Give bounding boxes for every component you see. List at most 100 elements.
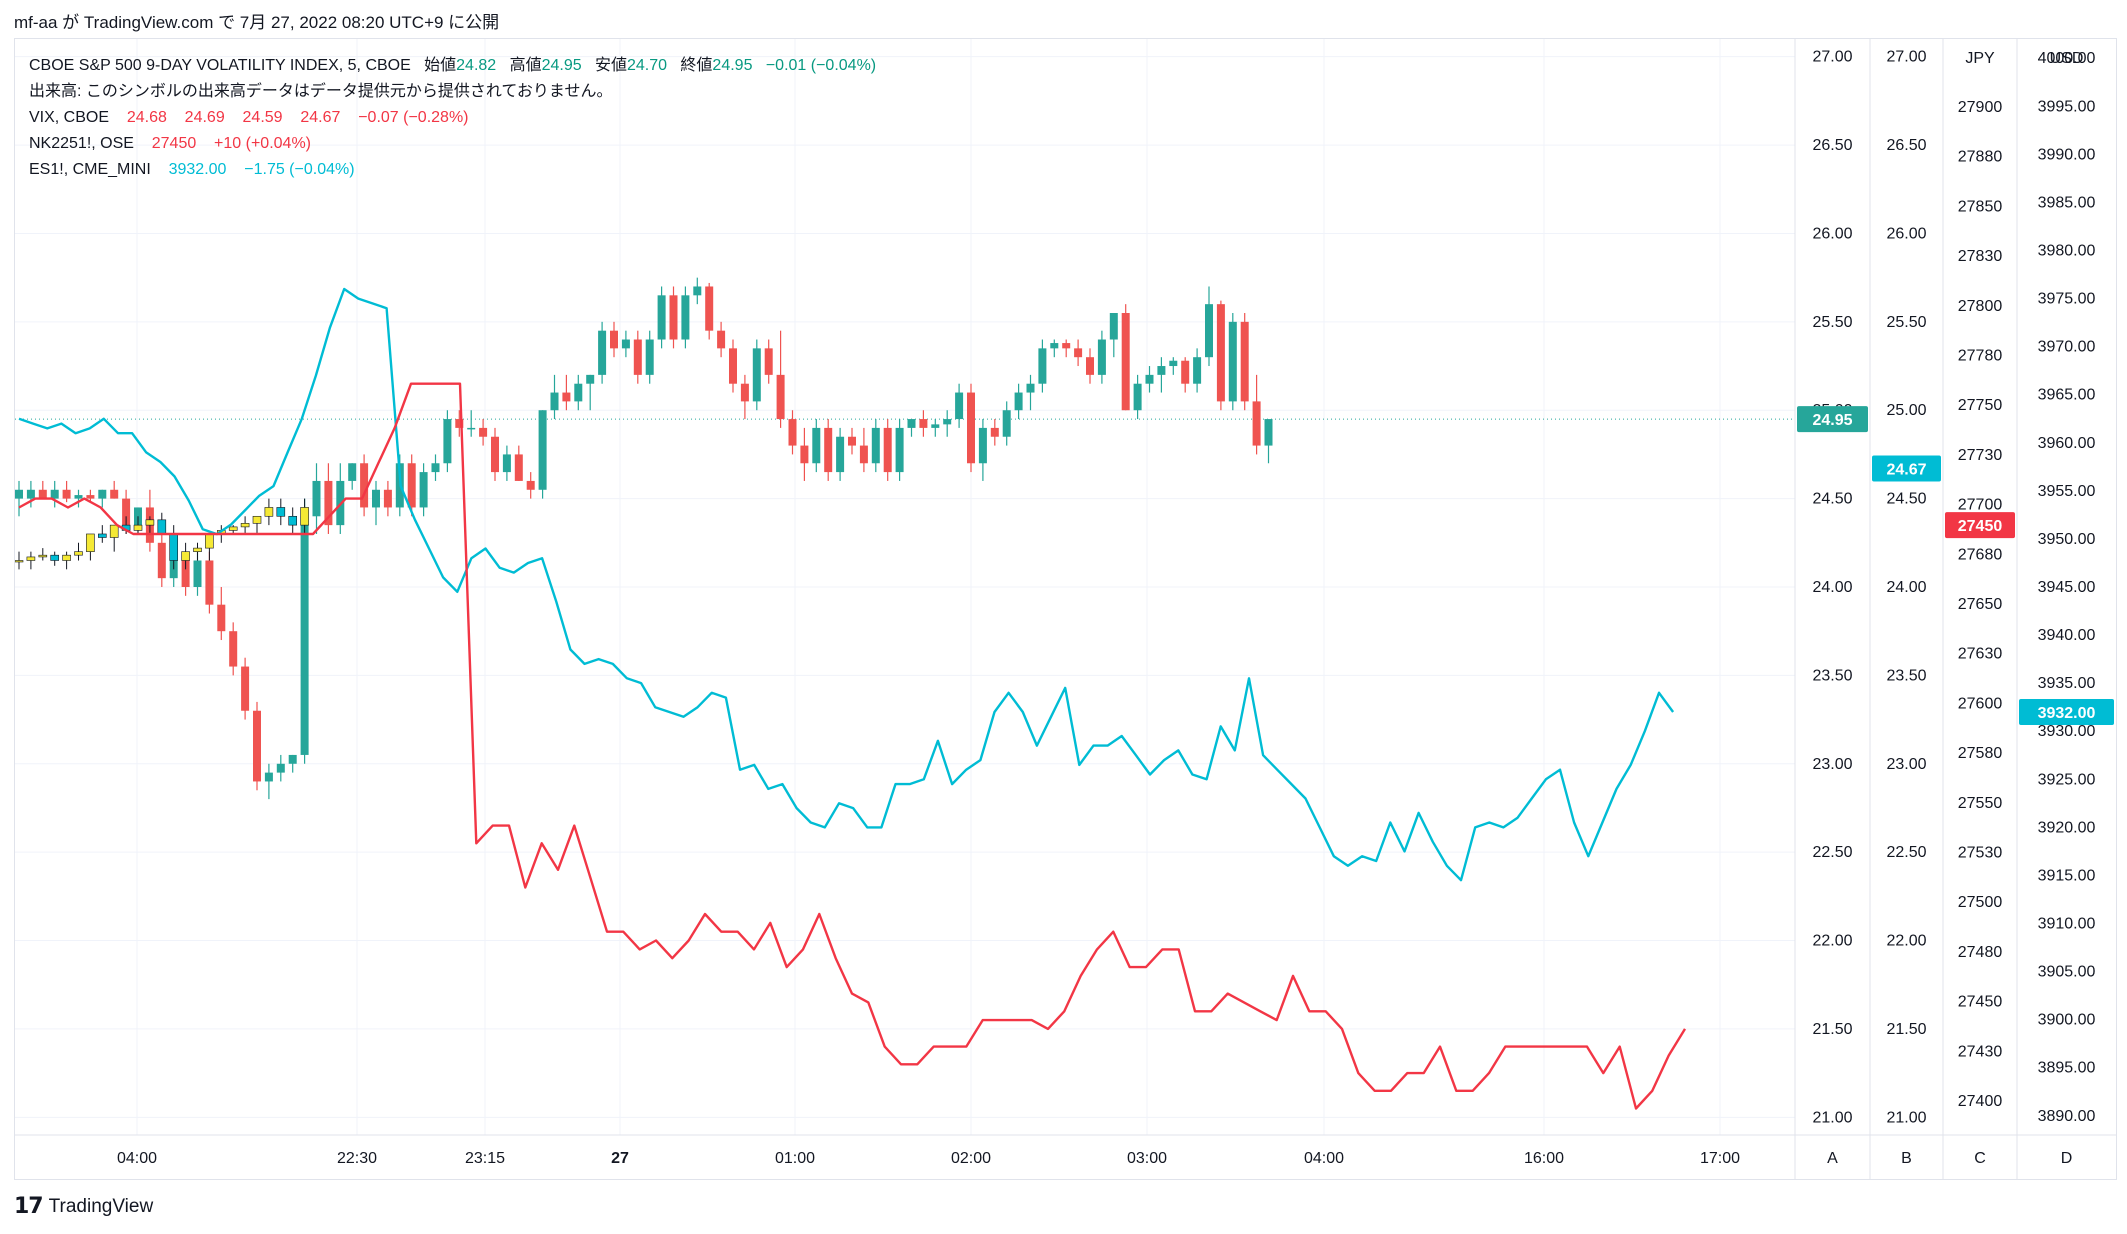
candle-body	[134, 507, 142, 526]
vix-candle-body	[74, 551, 83, 556]
candle-body	[514, 454, 523, 481]
candle-body	[300, 516, 309, 755]
axis-letter-label: A	[1827, 1150, 1838, 1167]
candle-body	[1133, 383, 1142, 411]
candle-body	[479, 427, 488, 437]
candle-body	[419, 472, 428, 508]
y-tick-label: 3945.00	[2038, 579, 2096, 596]
main-series-candles	[15, 277, 1273, 800]
price-tag-label: 24.95	[1812, 412, 1852, 429]
candle-body	[193, 560, 202, 587]
candle-body	[812, 427, 821, 464]
y-tick-label: 23.50	[1886, 667, 1926, 684]
vix-candle-body	[276, 507, 286, 517]
candle-body	[752, 348, 761, 402]
y-tick-label: 3965.00	[2038, 387, 2096, 404]
price-tag-a: 24.95	[1797, 406, 1868, 433]
y-tick-label: 24.00	[1812, 579, 1852, 596]
y-tick-label: 24.50	[1886, 491, 1926, 508]
y-tick-label: 25.50	[1812, 314, 1852, 331]
candle-body	[86, 495, 95, 499]
legend-low-value: 24.70	[627, 57, 668, 74]
vix-candle-body	[50, 554, 60, 561]
candle-body	[955, 392, 964, 420]
legend-nk-name: NK2251!, OSE	[29, 135, 134, 152]
candle-body	[15, 489, 23, 499]
legend-nk-row[interactable]: NK2251!, OSE 27450 +10 (+0.04%)	[29, 131, 876, 157]
candle-body	[562, 392, 571, 402]
candle-body	[598, 330, 607, 375]
y-tick-label: 26.50	[1886, 137, 1926, 154]
candle-body	[122, 498, 131, 526]
y-tick-label: 27500	[1958, 894, 2003, 911]
y-tick-label: 3935.00	[2038, 675, 2096, 692]
price-tag-label: 27450	[1958, 518, 2003, 535]
legend-vix-row[interactable]: VIX, CBOE 24.68 24.69 24.59 24.67 −0.07 …	[29, 105, 876, 131]
y-tick-label: 27850	[1958, 198, 2003, 215]
y-tick-label: 3915.00	[2038, 867, 2096, 884]
candle-body	[990, 427, 999, 437]
candle-body	[621, 339, 630, 349]
candle-body	[312, 480, 321, 517]
legend-es-row[interactable]: ES1!, CME_MINI 3932.00 −1.75 (−0.04%)	[29, 157, 876, 183]
legend-main-row[interactable]: CBOE S&P 500 9-DAY VOLATILITY INDEX, 5, …	[29, 53, 876, 79]
candle-body	[657, 295, 666, 340]
candle-body	[467, 427, 476, 430]
footer[interactable]: 17 TradingView	[14, 1194, 153, 1219]
candle-body	[74, 495, 83, 499]
y-tick-label: 27480	[1958, 944, 2003, 961]
legend: CBOE S&P 500 9-DAY VOLATILITY INDEX, 5, …	[29, 53, 876, 183]
candle-body	[276, 763, 285, 773]
vix-candle-body	[193, 547, 202, 552]
y-tick-label: 27830	[1958, 248, 2003, 265]
y-tick-label: 27730	[1958, 447, 2003, 464]
candle-body	[526, 480, 535, 490]
vix-candle-body	[157, 519, 167, 535]
candle-body	[181, 560, 190, 587]
nk-series-line	[18, 382, 1687, 1110]
candle-body	[217, 604, 226, 632]
vix-candle-body	[252, 515, 262, 524]
candle-body	[62, 489, 71, 499]
candle-body	[348, 463, 357, 481]
y-tick-label: 26.50	[1812, 137, 1852, 154]
legend-main-name: CBOE S&P 500 9-DAY VOLATILITY INDEX, 5, …	[29, 57, 411, 74]
y-tick-label: 27700	[1958, 497, 2003, 514]
candle-body	[943, 419, 952, 425]
vix-candle-body	[15, 560, 24, 563]
candle-body	[491, 436, 499, 473]
chart-svg[interactable]: 04:00 22:30 23:15 27 01:00 02:00 03:00 04:00 16:…	[15, 39, 2116, 1179]
x-tick-label: 22:30	[337, 1150, 377, 1167]
candle-body	[407, 463, 416, 508]
candle-body	[1074, 348, 1083, 358]
candle-body	[788, 419, 797, 446]
candle-body	[633, 339, 642, 375]
y-tick-label: 3925.00	[2038, 771, 2096, 788]
candle-body	[1121, 313, 1130, 411]
y-tick-label: 3995.00	[2038, 98, 2096, 115]
candle-body	[967, 392, 975, 464]
vix-candle-body	[62, 554, 71, 561]
candle-body	[324, 480, 333, 526]
candle-body	[1014, 392, 1023, 411]
candle-body	[1026, 383, 1035, 393]
candle-body	[800, 445, 809, 464]
legend-close-value: 24.95	[712, 57, 753, 74]
legend-es-change: −1.75 (−0.04%)	[244, 161, 355, 178]
gridlines	[15, 39, 1795, 1135]
candle-body	[110, 489, 119, 499]
y-tick-label: 3895.00	[2038, 1060, 2096, 1077]
y-tick-label: 3975.00	[2038, 291, 2096, 308]
chart-frame[interactable]: 04:00 22:30 23:15 27 01:00 02:00 03:00 04:00 16:…	[14, 38, 2117, 1180]
candle-body	[1264, 419, 1273, 446]
price-tag-bg	[1797, 406, 1868, 433]
candle-body	[586, 374, 595, 384]
candle-body	[1086, 357, 1094, 375]
axis-letter-label: D	[2061, 1150, 2073, 1167]
candle-body	[859, 445, 868, 464]
y-tick-label: 21.00	[1886, 1109, 1926, 1126]
price-axis-b: 27.00 26.50 26.00 25.50 25.00 24.50 24.00 23.50…	[1886, 49, 1926, 1167]
legend-volume-note: 出来高: このシンボルの出来高データはデータ提供元から提供されておりません。	[29, 83, 613, 100]
candle-body	[360, 463, 369, 508]
